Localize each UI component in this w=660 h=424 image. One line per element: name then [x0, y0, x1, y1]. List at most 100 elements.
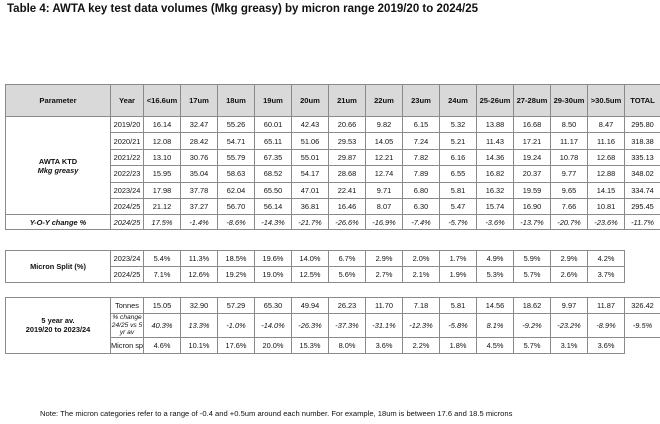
value-cell: 16.68: [513, 115, 551, 134]
value-cell: -26.6%: [328, 214, 366, 231]
value-cell: 11.3%: [180, 250, 218, 267]
value-cell: 3.1%: [550, 336, 588, 354]
column-header: TOTAL: [624, 84, 660, 117]
value-cell: -37.3%: [328, 313, 366, 338]
value-cell: 11.43: [476, 132, 514, 150]
value-cell: 49.94: [291, 297, 329, 314]
value-cell: 15.95: [143, 165, 181, 183]
value-cell: -5.8%: [439, 313, 477, 338]
value-cell: 5.81: [439, 181, 477, 199]
value-cell: 6.16: [439, 148, 477, 167]
value-cell: 295.45: [624, 197, 660, 216]
value-cell: 2.9%: [365, 250, 403, 267]
year-cell: 2024/25: [110, 214, 144, 231]
value-cell: 19.0%: [254, 266, 292, 283]
year-cell: 2023/24: [110, 250, 144, 267]
row-label: Micron split %: [110, 336, 144, 354]
five-year-table: 5 year av. 2019/20 to 2023/24 Tonnes 15.05 3…: [5, 297, 660, 354]
value-cell: 7.82: [402, 148, 440, 167]
footnote: Note: The micron categories refer to a r…: [40, 409, 513, 418]
table-row: AWTA KTD Mkg greasy 2019/20 16.14 32.47 55.26…: [5, 115, 660, 216]
value-cell: 1.7%: [439, 250, 477, 267]
value-cell: 20.66: [328, 115, 366, 134]
value-cell: 12.6%: [180, 266, 218, 283]
micron-split-table: Micron Split (%) 2023/24 5.4% 11.3% 18.5% 19.…: [5, 250, 625, 283]
value-cell: 58.63: [217, 165, 255, 183]
value-cell: 2.0%: [402, 250, 440, 267]
value-cell: -21.7%: [291, 214, 329, 231]
value-cell: 47.01: [291, 181, 329, 199]
value-cell: 19.24: [513, 148, 551, 167]
table-row: Micron split %4.6%10.1%17.6%20.0%15.3%8.…: [6, 336, 660, 354]
yoy-row: Y-O-Y change % 2024/25 17.5% -1.4% -8.6% -14.…: [5, 214, 660, 231]
value-cell: 5.4%: [143, 250, 181, 267]
table-row: 5 year av. 2019/20 to 2023/24 Tonnes 15.05 3…: [5, 297, 660, 354]
value-cell: 18.62: [513, 297, 551, 314]
value-cell: 2.2%: [402, 336, 440, 354]
value-cell: -13.7%: [513, 214, 551, 231]
table-row: 2022/23 15.95 35.04 58.63 68.52 54.17 28.68 12.…: [6, 165, 660, 183]
value-cell: 11.70: [365, 297, 403, 314]
value-cell: 6.15: [402, 115, 440, 134]
value-cell: -31.1%: [365, 313, 403, 338]
change-label-line2: 24/25 vs 5 yr av: [111, 321, 143, 337]
value-cell: 65.50: [254, 181, 292, 199]
value-cell: 6.7%: [328, 250, 366, 267]
value-cell: 8.1%: [476, 313, 514, 338]
value-cell: 28.42: [180, 132, 218, 150]
column-header: <16.6um: [143, 84, 181, 117]
value-cell: -14.3%: [254, 214, 292, 231]
awta-ktd-sublabel: Mkg greasy: [37, 165, 79, 175]
value-cell: 16.32: [476, 181, 514, 199]
value-cell: 56.70: [217, 197, 255, 216]
value-cell: 12.88: [587, 165, 625, 183]
value-cell: -26.3%: [291, 313, 329, 338]
value-cell: 55.79: [217, 148, 255, 167]
row-label: % change 24/25 vs 5 yr av: [110, 313, 144, 338]
value-cell: 14.36: [476, 148, 514, 167]
value-cell: 10.78: [550, 148, 588, 167]
value-cell: 17.6%: [217, 336, 255, 354]
column-header: 20um: [291, 84, 329, 117]
table-row: % change 24/25 vs 5 yr av 40.3% 13.3% -1.0% -…: [6, 313, 660, 338]
column-header: 24um: [439, 84, 477, 117]
value-cell: 12.5%: [291, 266, 329, 283]
value-cell: 16.82: [476, 165, 514, 183]
column-header: 21um: [328, 84, 366, 117]
value-cell: 15.74: [476, 197, 514, 216]
value-cell: 68.52: [254, 165, 292, 183]
column-header: 27-28um: [513, 84, 551, 117]
value-cell: 5.3%: [476, 266, 514, 283]
value-cell: 5.21: [439, 132, 477, 150]
year-cell: 2024/25: [110, 266, 144, 283]
value-cell: 12.68: [587, 148, 625, 167]
value-cell: 5.7%: [513, 336, 551, 354]
value-cell: -11.7%: [624, 214, 660, 231]
value-cell: 334.74: [624, 181, 660, 199]
value-cell: 19.6%: [254, 250, 292, 267]
value-cell: 4.6%: [143, 336, 181, 354]
year-cell: 2020/21: [110, 132, 144, 150]
row-label: Tonnes: [110, 297, 144, 314]
value-cell: 62.04: [217, 181, 255, 199]
column-header: Parameter: [5, 84, 111, 117]
value-cell: 11.17: [550, 132, 588, 150]
value-cell: 14.15: [587, 181, 625, 199]
table-row: 2020/21 12.08 28.42 54.71 65.11 51.06 29.53 14.…: [6, 132, 660, 150]
value-cell: 318.38: [624, 132, 660, 150]
value-cell: 42.43: [291, 115, 329, 134]
value-cell: 3.7%: [587, 266, 625, 283]
value-cell: 10.1%: [180, 336, 218, 354]
column-header: 29-30um: [550, 84, 588, 117]
value-cell: 60.01: [254, 115, 292, 134]
value-cell: 5.32: [439, 115, 477, 134]
row-group-label: 5 year av. 2019/20 to 2023/24: [5, 297, 111, 354]
value-cell: 20.0%: [254, 336, 292, 354]
value-cell: 5.47: [439, 197, 477, 216]
table-row: 2024/25 7.1% 12.6% 19.2% 19.0% 12.5% 5.6% 2.7% 2…: [6, 266, 625, 283]
yoy-label: Y-O-Y change %: [5, 214, 111, 231]
value-cell: 1.9%: [439, 266, 477, 283]
value-cell: 55.26: [217, 115, 255, 134]
value-cell: 35.04: [180, 165, 218, 183]
year-cell: 2021/22: [110, 148, 144, 167]
